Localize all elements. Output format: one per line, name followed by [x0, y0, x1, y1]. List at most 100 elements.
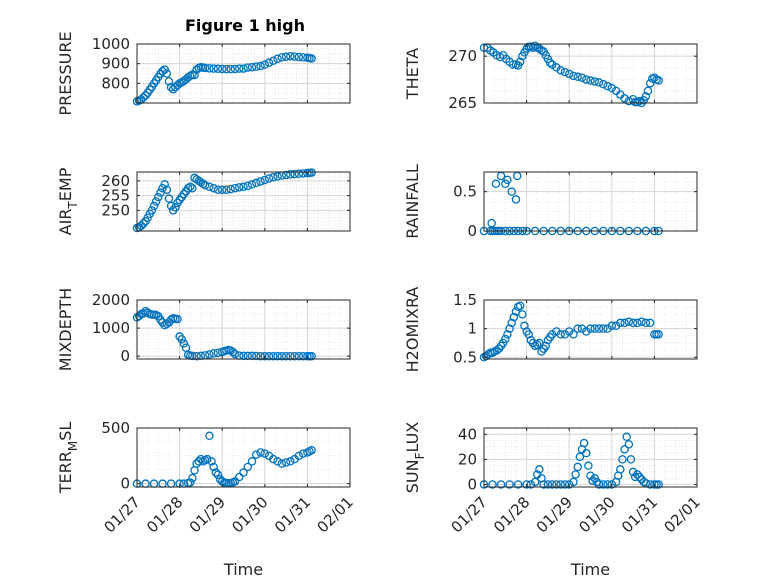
- data-point: [230, 183, 240, 193]
- panel-theta: 265 270 THETA: [403, 41, 698, 112]
- data-point: [620, 318, 629, 328]
- data-point: [256, 448, 265, 457]
- y-axis-label: TERRMSL: [56, 422, 80, 495]
- data-point: [594, 78, 604, 87]
- data-point: [137, 95, 146, 104]
- data-point: [273, 457, 282, 466]
- data-point: [164, 194, 174, 203]
- y-tick-label: 0: [120, 347, 130, 365]
- axes-box: [136, 171, 351, 232]
- data-point: [624, 317, 634, 327]
- y-tick-label: 1000: [92, 35, 130, 53]
- data-point: [228, 347, 238, 357]
- data-point: [166, 315, 176, 324]
- data-point: [188, 351, 197, 361]
- x-tick-label: 01/29: [186, 493, 229, 536]
- data-point: [200, 63, 210, 73]
- data-point: [298, 351, 308, 361]
- x-axis-label: Time: [570, 560, 610, 579]
- data-point: [628, 318, 638, 328]
- data-point: [247, 457, 257, 466]
- data-point: [160, 180, 169, 189]
- y-axis-label: AIRTEMP: [56, 167, 80, 235]
- data-point: [552, 63, 561, 72]
- data-point: [188, 183, 197, 193]
- y-axis-label: PRESSURE: [56, 31, 75, 115]
- data-point: [200, 181, 210, 190]
- data-point: [508, 60, 518, 69]
- data-point: [526, 480, 536, 489]
- data-point: [192, 351, 201, 361]
- data-point: [230, 64, 240, 74]
- x-tick-label: 02/01: [314, 493, 357, 536]
- y-tick-label: 900: [101, 55, 130, 73]
- figure-title: Figure 1 high: [185, 16, 305, 35]
- panel-sun-flux: 0 20 40 SUNFLUX 01/27 01/28 01/29 01/30 01/31 02/…: [403, 422, 704, 579]
- data-point: [535, 465, 544, 474]
- data-point: [281, 351, 291, 361]
- data-point: [616, 465, 625, 474]
- data-point: [260, 60, 270, 69]
- data-point: [273, 351, 282, 361]
- data-point: [487, 218, 496, 228]
- data-point: [213, 470, 223, 480]
- data-series: [479, 301, 663, 362]
- panel-rainfall: 0 0.5 RAINFALL: [403, 164, 698, 240]
- data-point: [179, 339, 189, 348]
- data-point: [496, 480, 506, 489]
- data-point: [185, 71, 195, 81]
- data-point: [294, 169, 304, 179]
- data-point: [149, 201, 159, 211]
- data-point: [577, 73, 587, 82]
- data-point: [281, 52, 291, 62]
- data-point: [239, 64, 248, 73]
- data-point: [205, 182, 214, 191]
- data-point: [520, 321, 529, 331]
- data-point: [286, 351, 295, 361]
- data-point: [556, 65, 565, 75]
- data-point: [252, 62, 261, 71]
- data-point: [530, 477, 540, 487]
- data-point: [269, 454, 278, 464]
- data-point: [511, 195, 521, 204]
- data-point: [509, 312, 519, 322]
- data-point: [260, 175, 270, 185]
- data-point: [620, 445, 629, 454]
- data-point: [654, 330, 663, 339]
- data-point: [645, 318, 655, 328]
- data-point: [226, 184, 235, 194]
- data-point: [139, 309, 148, 318]
- data-point: [586, 471, 595, 480]
- y-axis-label: THETA: [403, 48, 422, 100]
- data-point: [579, 438, 589, 448]
- data-point: [256, 177, 265, 186]
- data-point: [599, 480, 608, 489]
- data-point: [264, 174, 274, 183]
- data-point: [243, 63, 253, 72]
- data-point: [290, 169, 299, 179]
- data-point: [286, 51, 295, 61]
- data-point: [243, 462, 253, 472]
- data-point: [247, 351, 257, 361]
- data-point: [573, 324, 582, 333]
- data-point: [185, 182, 195, 191]
- data-point: [234, 472, 244, 482]
- data-point: [154, 192, 163, 202]
- axes-box: [136, 427, 351, 488]
- data-point: [307, 54, 316, 63]
- data-point: [188, 473, 197, 483]
- data-point: [147, 206, 157, 215]
- data-point: [530, 41, 540, 51]
- data-point: [491, 179, 501, 189]
- data-point: [618, 455, 627, 464]
- data-point: [564, 69, 574, 79]
- data-point: [581, 448, 591, 458]
- data-point: [209, 462, 218, 472]
- data-point: [624, 440, 634, 449]
- data-point: [252, 450, 261, 459]
- data-point: [643, 86, 653, 96]
- data-point: [260, 449, 270, 458]
- data-point: [277, 351, 287, 361]
- panel-mixdepth: 0 1000 2000 MIXDEPTH: [56, 288, 351, 371]
